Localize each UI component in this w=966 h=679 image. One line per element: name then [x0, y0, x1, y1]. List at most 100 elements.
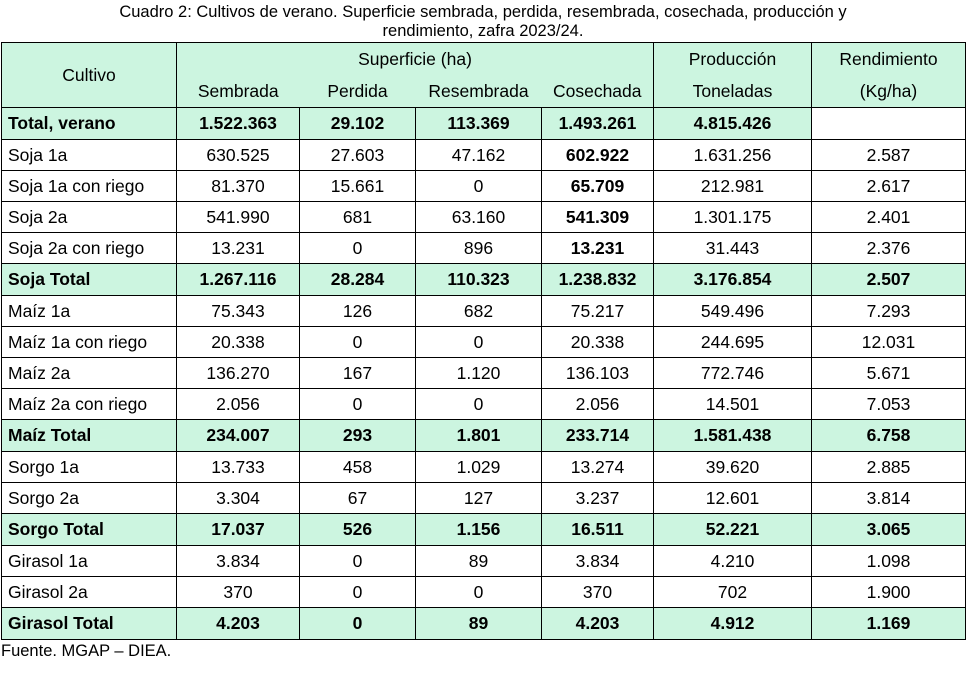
table-row: Soja 2a con riego 13.231 0 896 13.231 31…	[1, 232, 966, 264]
cell-produccion: 4.815.426	[653, 107, 812, 140]
table-row-girasol-total: Girasol Total 4.203 0 89 4.203 4.912 1.1…	[1, 607, 966, 640]
cell-resembrada: 896	[415, 232, 542, 264]
cell-cosechada: 1.238.832	[541, 263, 654, 296]
table-row-total-verano: Total, verano 1.522.363 29.102 113.369 1…	[1, 107, 966, 140]
cell-sembrada: 630.525	[176, 139, 300, 171]
cell-produccion: 52.221	[653, 513, 812, 546]
cell-rendimiento: 3.065	[811, 513, 966, 546]
cell-cultivo: Maíz 1a con riego	[1, 326, 177, 358]
cell-produccion: 12.601	[653, 482, 812, 514]
cell-perdida: 28.284	[299, 263, 416, 296]
header-perdida: Perdida	[299, 75, 416, 108]
table-row: Girasol 2a 370 0 0 370 702 1.900	[1, 576, 966, 608]
cell-resembrada: 682	[415, 295, 542, 327]
cell-cultivo: Sorgo 1a	[1, 451, 177, 483]
cell-produccion: 212.981	[653, 170, 812, 202]
cell-resembrada: 0	[415, 388, 542, 420]
header-rendimiento: Rendimiento	[811, 42, 966, 76]
cell-rendimiento: 7.053	[811, 388, 966, 420]
header-produccion: Producción	[653, 42, 812, 76]
caption-line-2: rendimiento, zafra 2023/24.	[382, 22, 584, 40]
cell-cosechada: 541.309	[541, 201, 654, 233]
cell-rendimiento: 2.617	[811, 170, 966, 202]
cell-perdida: 126	[299, 295, 416, 327]
cell-rendimiento: 6.758	[811, 419, 966, 452]
cell-perdida: 0	[299, 388, 416, 420]
cell-perdida: 458	[299, 451, 416, 483]
cell-cultivo: Girasol 1a	[1, 545, 177, 577]
cell-rendimiento: 2.376	[811, 232, 966, 264]
table-row: Sorgo 1a 13.733 458 1.029 13.274 39.620 …	[1, 451, 966, 483]
table-row: Maíz 1a con riego 20.338 0 0 20.338 244.…	[1, 326, 966, 358]
cell-rendimiento: 12.031	[811, 326, 966, 358]
cell-cosechada: 3.237	[541, 482, 654, 514]
cell-cosechada: 65.709	[541, 170, 654, 202]
cell-resembrada: 127	[415, 482, 542, 514]
cell-produccion: 4.912	[653, 607, 812, 640]
header-superficie: Superficie (ha)	[176, 42, 654, 76]
header-toneladas: Toneladas	[653, 75, 812, 108]
cell-sembrada: 20.338	[176, 326, 300, 358]
cell-sembrada: 81.370	[176, 170, 300, 202]
cell-perdida: 27.603	[299, 139, 416, 171]
cell-cosechada: 4.203	[541, 607, 654, 640]
cell-sembrada: 17.037	[176, 513, 300, 546]
cell-cosechada: 370	[541, 576, 654, 608]
cell-cultivo: Sorgo 2a	[1, 482, 177, 514]
header-cosechada: Cosechada	[541, 75, 654, 108]
cell-resembrada: 0	[415, 576, 542, 608]
cell-cultivo: Soja 2a con riego	[1, 232, 177, 264]
cell-resembrada: 113.369	[415, 107, 542, 140]
header-kgha: (Kg/ha)	[811, 75, 966, 108]
cell-cosechada: 3.834	[541, 545, 654, 577]
cell-sembrada: 4.203	[176, 607, 300, 640]
cell-rendimiento: 1.900	[811, 576, 966, 608]
table-source: Fuente. MGAP – DIEA.	[1, 642, 172, 660]
cell-produccion: 244.695	[653, 326, 812, 358]
cell-resembrada: 1.120	[415, 357, 542, 389]
cell-perdida: 0	[299, 607, 416, 640]
cell-sembrada: 3.304	[176, 482, 300, 514]
cell-produccion: 1.301.175	[653, 201, 812, 233]
cell-rendimiento: 2.587	[811, 139, 966, 171]
crops-table: Cultivo Superficie (ha) Producción Rendi…	[1, 42, 966, 640]
table-caption: Cuadro 2: Cultivos de verano. Superficie…	[0, 0, 966, 42]
cell-cosechada: 1.493.261	[541, 107, 654, 140]
cell-sembrada: 370	[176, 576, 300, 608]
cell-rendimiento: 7.293	[811, 295, 966, 327]
table-row-sorgo-total: Sorgo Total 17.037 526 1.156 16.511 52.2…	[1, 513, 966, 546]
cell-produccion: 702	[653, 576, 812, 608]
cell-cosechada: 2.056	[541, 388, 654, 420]
header-sembrada: Sembrada	[176, 75, 300, 108]
cell-cosechada: 13.231	[541, 232, 654, 264]
cell-sembrada: 234.007	[176, 419, 300, 452]
table-row: Maíz 1a 75.343 126 682 75.217 549.496 7.…	[1, 295, 966, 327]
cell-cultivo: Girasol 2a	[1, 576, 177, 608]
cell-perdida: 15.661	[299, 170, 416, 202]
cell-produccion: 14.501	[653, 388, 812, 420]
cell-rendimiento: 2.885	[811, 451, 966, 483]
cell-sembrada: 75.343	[176, 295, 300, 327]
cell-perdida: 0	[299, 326, 416, 358]
cell-cosechada: 75.217	[541, 295, 654, 327]
cell-cultivo: Maíz Total	[1, 419, 177, 452]
cell-cultivo: Maíz 2a con riego	[1, 388, 177, 420]
cell-resembrada: 89	[415, 545, 542, 577]
cell-cultivo: Sorgo Total	[1, 513, 177, 546]
cell-sembrada: 13.231	[176, 232, 300, 264]
table-row-maiz-total: Maíz Total 234.007 293 1.801 233.714 1.5…	[1, 419, 966, 452]
cell-produccion: 1.581.438	[653, 419, 812, 452]
cell-rendimiento: 2.401	[811, 201, 966, 233]
cell-perdida: 681	[299, 201, 416, 233]
cell-resembrada: 63.160	[415, 201, 542, 233]
cell-perdida: 0	[299, 545, 416, 577]
cell-cultivo: Soja Total	[1, 263, 177, 296]
cell-sembrada: 541.990	[176, 201, 300, 233]
cell-cultivo: Girasol Total	[1, 607, 177, 640]
table-row: Soja 2a 541.990 681 63.160 541.309 1.301…	[1, 201, 966, 233]
cell-cultivo: Soja 2a	[1, 201, 177, 233]
table-row: Maíz 2a 136.270 167 1.120 136.103 772.74…	[1, 357, 966, 389]
cell-produccion: 39.620	[653, 451, 812, 483]
cell-perdida: 167	[299, 357, 416, 389]
caption-line-1: Cuadro 2: Cultivos de verano. Superficie…	[119, 3, 847, 21]
